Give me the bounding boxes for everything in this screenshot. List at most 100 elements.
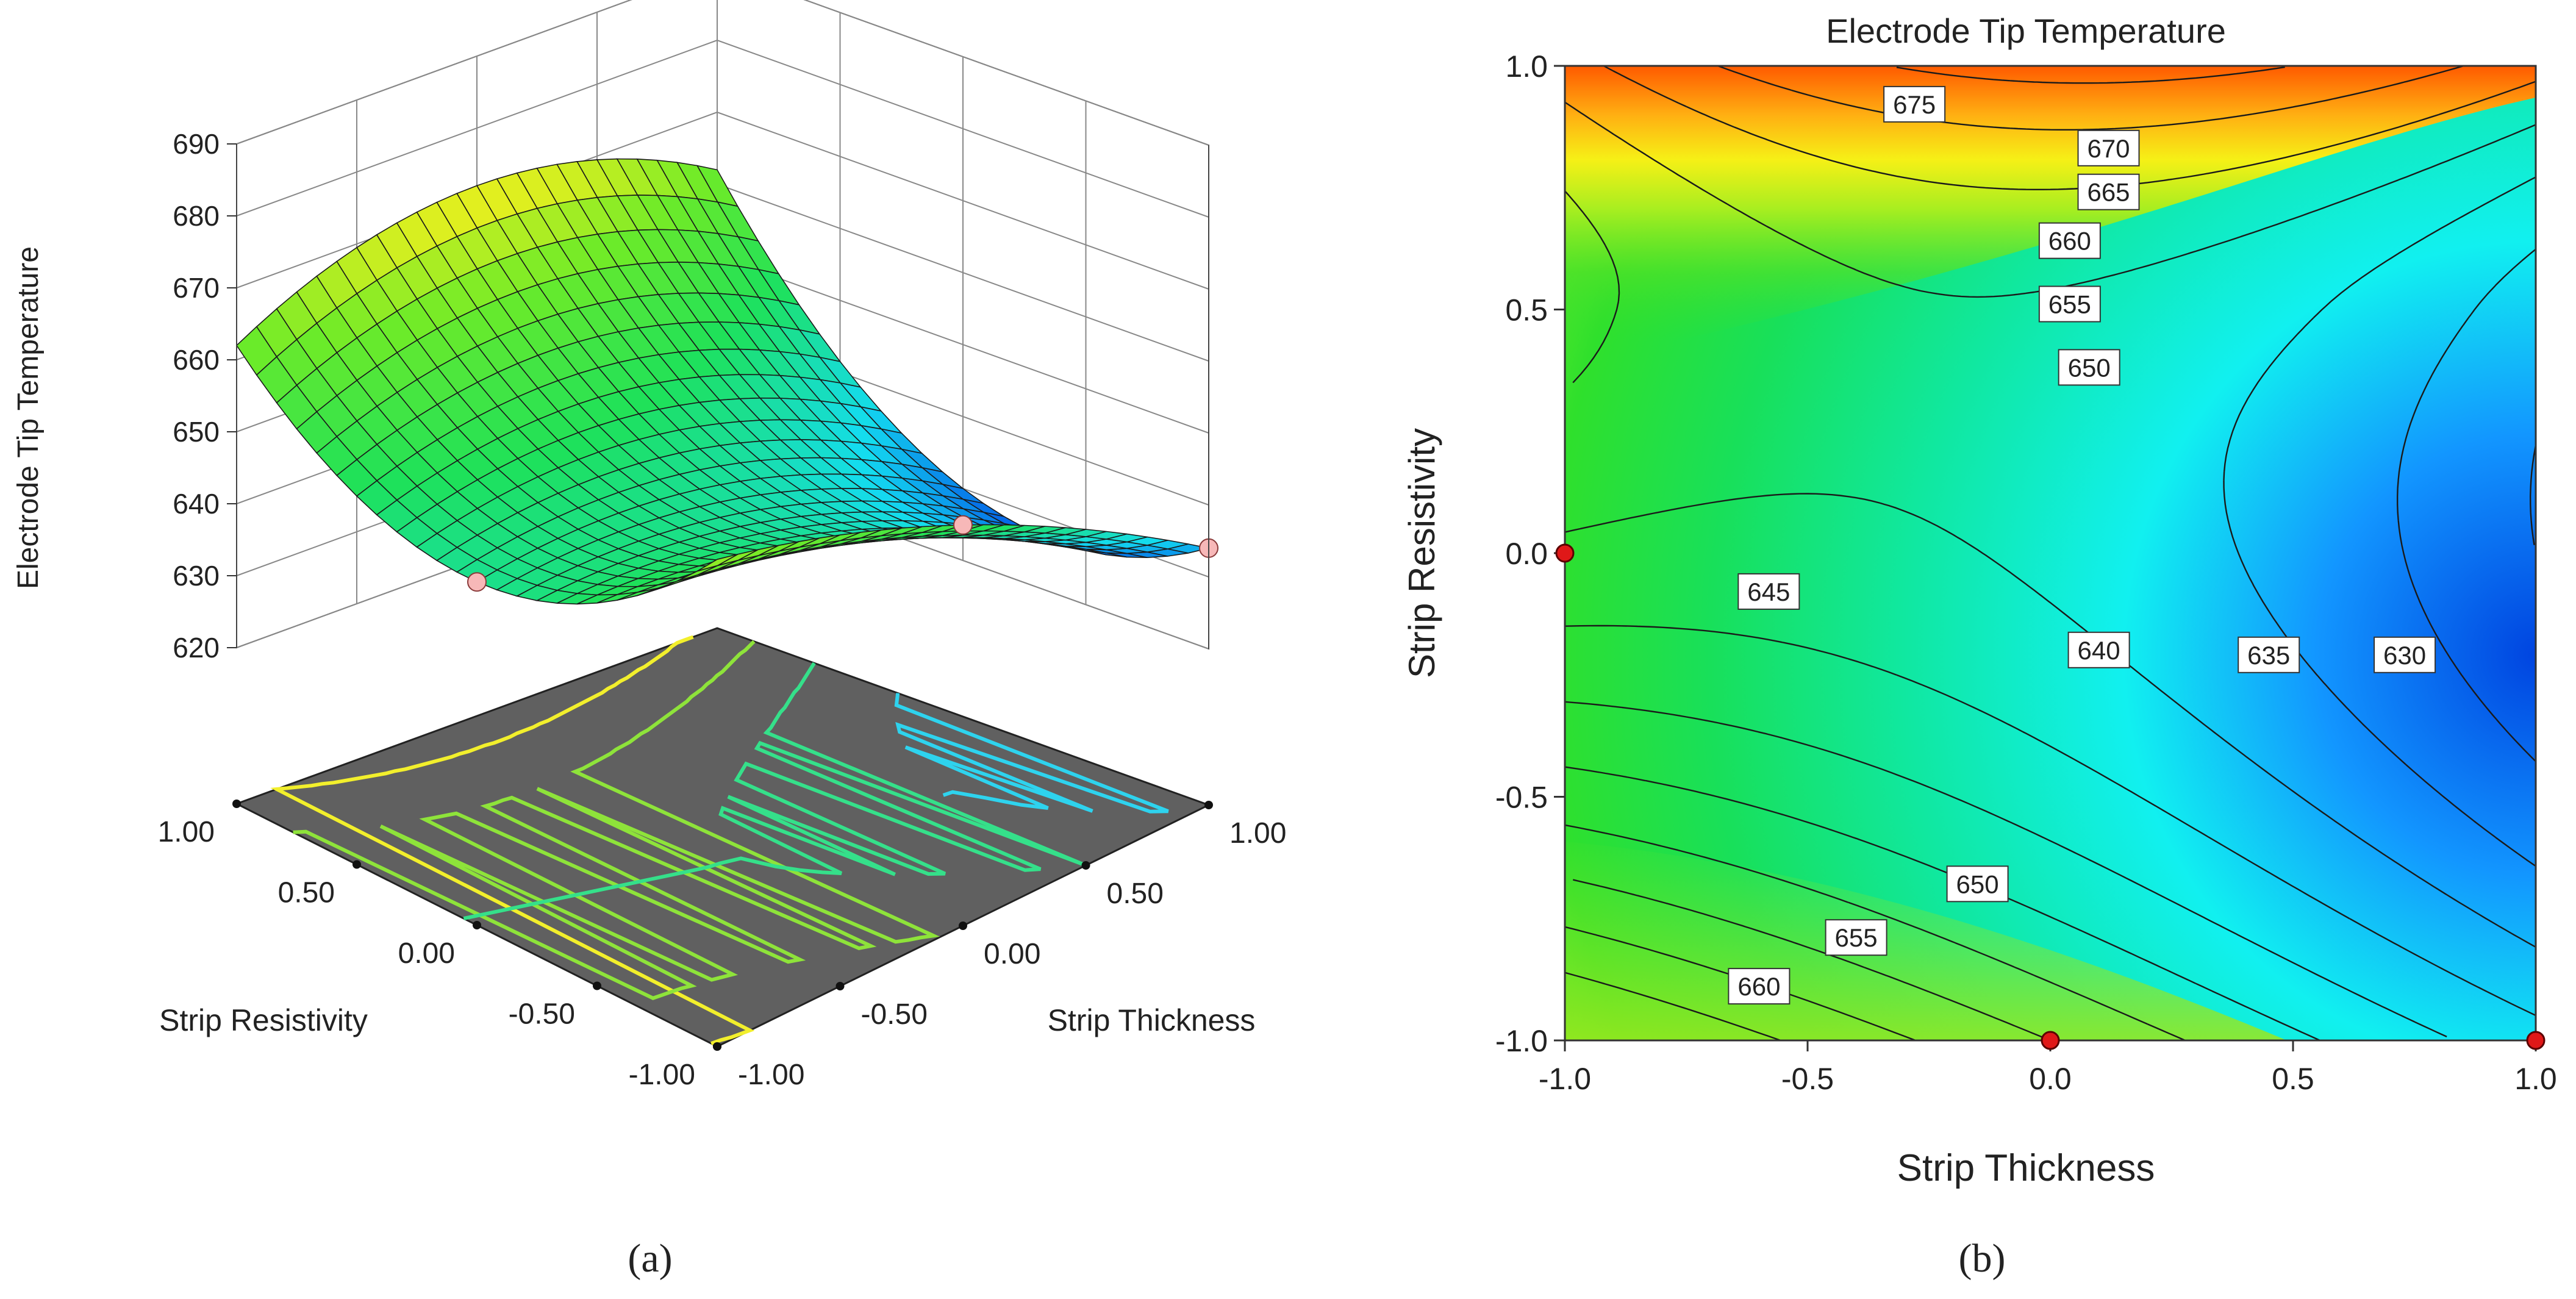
b-design-point [2041, 1031, 2060, 1050]
b-y-tick-label: 0.0 [1505, 537, 1548, 571]
a-design-point [953, 515, 973, 535]
b-contour-label-box [1825, 919, 1887, 956]
a-y-tick-label: -0.50 [861, 998, 928, 1031]
a-z-tick-label: 640 [173, 488, 220, 520]
a-wall-gridline [236, 0, 1209, 146]
b-axis-ticks: -1.0 -0.5 0.0 0.5 1.0 -1.0 -0.5 0.0 0.5 1.0 [1495, 49, 2557, 1096]
b-x-tick-label: 0.5 [2272, 1062, 2314, 1096]
b-x-axis-label: Strip Thickness [1897, 1147, 2155, 1189]
b-contour-label: 655 [1825, 919, 1887, 956]
b-title: Electrode Tip Temperature [1826, 12, 2226, 50]
a-y-axis-label: Strip Thickness [1048, 1003, 1256, 1037]
b-y-tick-label: 0.5 [1505, 293, 1548, 327]
b-x-tick-label: 1.0 [2514, 1062, 2557, 1096]
b-contour-label-text: 650 [1956, 870, 1999, 898]
b-contour-label-text: 660 [2048, 227, 2091, 256]
b-contour-650 [1565, 66, 2536, 1017]
a-response-surface [235, 158, 1218, 605]
b-y-tick-label: -1.0 [1495, 1024, 1548, 1058]
b-contour-label-box [1946, 865, 2009, 903]
b-contour-label: 650 [2058, 349, 2120, 386]
a-y-tick-mark [1081, 861, 1090, 870]
a-y-tick-label: 1.00 [1229, 817, 1286, 850]
a-floor-contour-645 [463, 662, 1087, 920]
b-design-points [1555, 543, 2546, 1050]
a-y-tick-mark [1204, 801, 1213, 809]
panel-b-contour-plot: -1.0 -0.5 0.0 0.5 1.0-1.0-0.50.00.51.0 67567… [1401, 12, 2557, 1281]
a-x-tick-label: -0.50 [509, 998, 575, 1031]
a-z-axis-label: Electrode Tip Temperature [12, 246, 45, 589]
b-contour-label-text: 650 [2068, 353, 2111, 382]
b-contour-label: 665 [2077, 173, 2140, 210]
b-contour-label: 640 [2067, 631, 2130, 668]
a-x-tick-label: 1.00 [158, 816, 215, 848]
a-floor-contour-635 [894, 693, 1169, 814]
b-y-axis-label: Strip Resistivity [1401, 428, 1442, 678]
a-y-tick-label: -1.00 [738, 1059, 804, 1091]
a-z-tick-label: 680 [173, 200, 220, 232]
b-contour-630 [2530, 445, 2536, 545]
b-contour-label: 630 [2374, 636, 2436, 673]
b-contour-label-text: 675 [1893, 90, 1936, 119]
b-contour-label-text: 655 [2048, 290, 2091, 319]
b-design-point [1555, 543, 1575, 563]
b-contour-label: 660 [2038, 222, 2101, 259]
b-contour-label: 670 [2077, 129, 2140, 166]
a-x-tick-label: 0.00 [398, 937, 455, 970]
b-contour-label-box [2038, 222, 2101, 259]
b-contour-label-box [2038, 285, 2101, 323]
b-design-point [2526, 1031, 2546, 1050]
a-z-tick-label: 670 [173, 272, 220, 304]
a-z-tick-label: 620 [173, 632, 220, 664]
b-contour-label: 675 [1883, 85, 1946, 123]
b-contour-label: 660 [1728, 968, 1791, 1005]
panel-b-caption: (b) [1959, 1236, 2006, 1281]
b-contour-label-text: 660 [1737, 972, 1780, 1001]
b-contour-label: 655 [2038, 285, 2101, 323]
b-top-warm-band [1565, 66, 2536, 366]
a-y-tick-mark [713, 1042, 721, 1051]
a-y-tick-mark [959, 921, 967, 930]
b-contour-670 [1573, 879, 2043, 1038]
panel-a-caption: (a) [628, 1236, 672, 1281]
a-axis-ticks: 620 630 640 650 660 670 680 690 1.00 0.50 0.00 -0.5… [158, 128, 1287, 1091]
b-contour-label-box [1883, 85, 1946, 123]
b-contour-label-text: 640 [2078, 636, 2120, 665]
a-y-tick-label: 0.50 [1107, 878, 1164, 910]
a-design-point [467, 572, 487, 592]
a-z-tick-label: 660 [173, 344, 220, 376]
b-contour-680 [1565, 972, 1781, 1040]
b-contour-label-box [2238, 636, 2300, 673]
a-x-tick-label: -1.00 [629, 1059, 695, 1091]
a-x-tick-mark [473, 921, 481, 929]
b-contour-label-box [2067, 631, 2130, 668]
b-contour-635 [2397, 248, 2536, 762]
a-surface-facet [696, 554, 738, 572]
b-contour-labels: 675 670 665 660 655 650 645 640 635 630 650 655 660 [1728, 85, 2436, 1005]
a-z-tick-label: 650 [173, 416, 220, 448]
b-contour-label: 645 [1737, 573, 1800, 610]
b-contour-label-box [2077, 173, 2140, 210]
b-contour-label-text: 635 [2247, 641, 2290, 670]
a-box-front-edges [236, 144, 1209, 649]
b-contour-label-text: 655 [1835, 923, 1878, 952]
a-y-tick-mark [835, 982, 845, 990]
a-x-tick-mark [593, 981, 601, 990]
b-x-tick-label: 0.0 [2029, 1062, 2072, 1096]
b-contour-label-text: 670 [2087, 134, 2130, 163]
a-x-axis-label: Strip Resistivity [159, 1003, 368, 1037]
a-y-tick-label: 0.00 [984, 938, 1040, 970]
b-contour-label-box [1737, 573, 1800, 610]
a-floor-contour-655 [293, 640, 940, 1000]
b-y-tick-label: 1.0 [1505, 49, 1548, 84]
a-x-tick-label: 0.50 [278, 877, 335, 909]
a-z-tick-label: 630 [173, 560, 220, 592]
a-x-tick-mark [232, 800, 241, 808]
a-z-tick-label: 690 [173, 128, 220, 160]
b-contour-655 [1565, 66, 2464, 1037]
b-contour-lines [1565, 66, 2536, 1040]
b-contour-label-box [2374, 636, 2436, 673]
b-contour-label: 635 [2238, 636, 2300, 673]
a-floor-contour-665 [270, 635, 755, 1045]
